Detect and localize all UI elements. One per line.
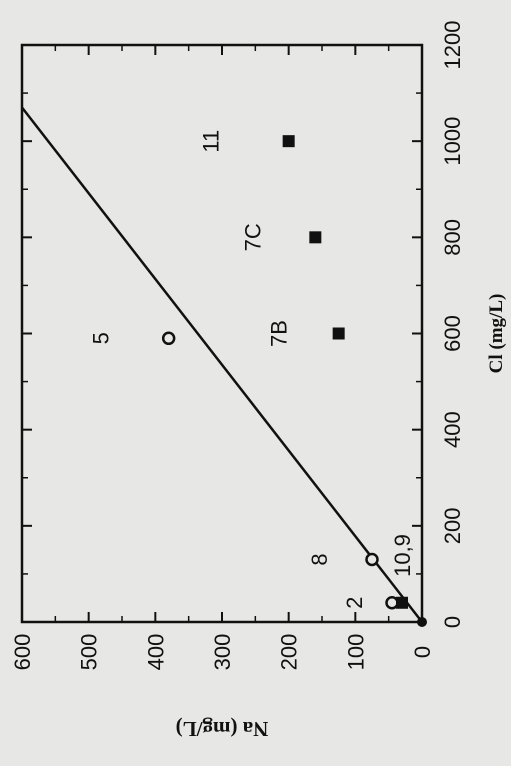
label-layer: 0 200 400 600 800 1000 1200 0 100 200 300 400 500 600…: [10, 21, 507, 741]
y-tick-label: 200: [277, 634, 302, 671]
square-point: [309, 231, 322, 244]
x-tick-label: 0: [440, 616, 465, 628]
x-tick-label: 600: [440, 315, 465, 352]
x-tick-label: 1000: [440, 117, 465, 166]
annotation-label: 2: [342, 597, 367, 609]
square-point: [332, 327, 345, 340]
point-label: 11: [199, 130, 224, 153]
mark-layer: [21, 106, 427, 627]
x-tick-label: 200: [440, 507, 465, 544]
y-tick-label: 400: [143, 634, 168, 671]
square-point: [396, 596, 408, 609]
origin-point: [417, 617, 427, 627]
x-tick-label: 800: [440, 219, 465, 256]
point-label: 8: [307, 553, 332, 565]
circle-point: [365, 552, 379, 567]
circle-point: [161, 331, 176, 346]
y-tick-label: 100: [343, 634, 368, 671]
square-point: [282, 135, 295, 148]
point-label: 7C: [240, 223, 265, 251]
x-tick-label: 1200: [440, 21, 465, 70]
point-label: 7B: [267, 320, 292, 347]
reference-line: [21, 106, 423, 623]
plot-layer: [20, 43, 424, 624]
y-tick-label: 300: [210, 634, 235, 671]
y-tick-label: 500: [77, 634, 102, 671]
point-label: 5: [89, 332, 114, 344]
annotation-label: 10,9: [390, 534, 415, 577]
x-tick-label: 400: [440, 411, 465, 448]
y-tick-label: 0: [410, 646, 435, 658]
y-axis-title: Na (mg/L): [176, 717, 269, 741]
circle-point: [385, 596, 399, 610]
x-axis-title: Cl (mg/L): [486, 294, 507, 374]
y-tick-label: 600: [10, 634, 35, 671]
